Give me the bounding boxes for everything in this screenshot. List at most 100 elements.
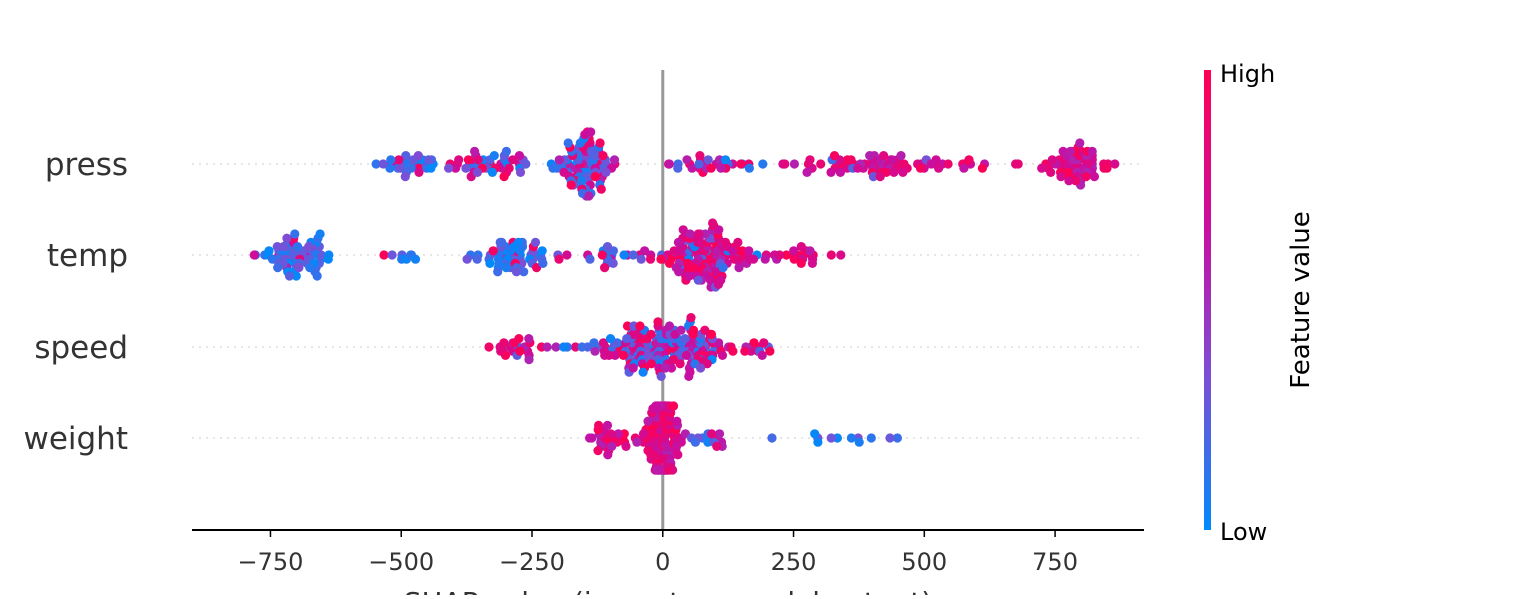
dot-temp [693,275,703,285]
dot-weight [646,450,656,460]
dot-press [1013,159,1023,169]
dot-temp [789,254,799,264]
dot-press [586,127,596,137]
dot-weight [690,437,701,447]
dot-press [816,159,826,169]
colorbar: High Low Feature value [1204,60,1316,546]
dot-temp [708,218,718,228]
dot-press [868,172,879,182]
dot-press [463,155,473,165]
dot-press [590,172,600,182]
dot-temp [472,254,482,264]
dot-weight [885,433,895,443]
dot-temp [282,233,292,243]
dot-temp [493,267,503,277]
dot-temp [733,237,743,247]
dot-temp [537,246,547,256]
dot-press [826,167,836,177]
dot-temp [315,229,325,239]
dot-weight [613,429,623,439]
dot-temp [291,271,301,281]
dot-speed [524,334,534,344]
dot-weight [632,437,642,447]
dot-weight [594,420,604,430]
dot-temp [826,250,836,260]
dot-speed [700,325,710,335]
dot-temp [673,237,684,247]
dot-press [489,151,499,161]
dot-press [926,159,936,169]
dot-speed [696,363,706,373]
dot-temp [718,263,728,273]
dot-temp [538,258,548,268]
dot-temp [796,242,806,252]
dot-press [521,159,531,169]
dot-press [508,155,518,165]
dot-speed [749,338,759,348]
dot-temp [304,242,314,252]
dot-press [515,167,526,177]
dot-press [424,155,434,165]
dot-press [472,167,482,177]
dot-press [687,163,697,173]
dot-press [1037,163,1047,173]
dot-press [853,163,863,173]
dot-temp [305,263,315,273]
dot-press [473,155,483,165]
dot-press [596,184,606,194]
dot-press [703,155,713,165]
dot-speed [635,321,645,331]
dot-weight [866,433,876,443]
dot-temp [600,263,610,273]
dot-press [720,155,731,165]
dot-temp [796,258,806,268]
dot-speed [680,334,690,344]
dot-temp [290,229,300,239]
x-tick-label: 750 [1032,548,1078,576]
dot-temp [636,254,646,264]
feature-labels: press temp speed weight [23,147,128,457]
x-tick-label: −750 [238,548,304,576]
dot-temp [720,237,731,247]
dot-press [378,159,388,169]
dot-temp [705,275,716,285]
dot-temp [645,254,656,264]
dot-temp [807,258,818,268]
dot-speed [590,346,600,356]
dot-press [559,167,569,177]
colorbar-low-label: Low [1220,518,1267,546]
dot-press [1047,155,1057,165]
dot-speed [653,317,663,327]
dot-press [548,163,558,173]
dot-speed [684,371,694,381]
dot-speed [605,334,616,344]
dot-press [835,167,846,177]
dot-temp [519,267,529,277]
dot-temp [273,263,283,273]
dot-press [461,163,471,173]
dot-temp [293,242,303,252]
dot-press [609,155,620,165]
dot-temp [714,225,724,235]
x-axis: −750 −500 −250 0 250 500 750 [192,529,1144,576]
dot-press [887,155,897,165]
x-tick-label: 500 [901,548,947,576]
dot-speed [757,350,767,360]
dot-press [964,155,974,165]
dot-press [1046,167,1056,177]
dot-temp [789,246,799,256]
dot-speed [515,346,525,356]
dot-temp [513,237,524,247]
dot-press [414,167,424,177]
dot-speed [622,321,633,331]
dot-speed [542,342,552,352]
dot-speed [706,329,717,339]
dot-press [977,163,988,173]
x-tick-label: 250 [771,548,817,576]
dot-temp [656,254,666,264]
dot-temp [693,229,703,239]
dot-temp [562,250,572,260]
dot-speed [577,342,587,352]
dot-weight [712,441,722,451]
